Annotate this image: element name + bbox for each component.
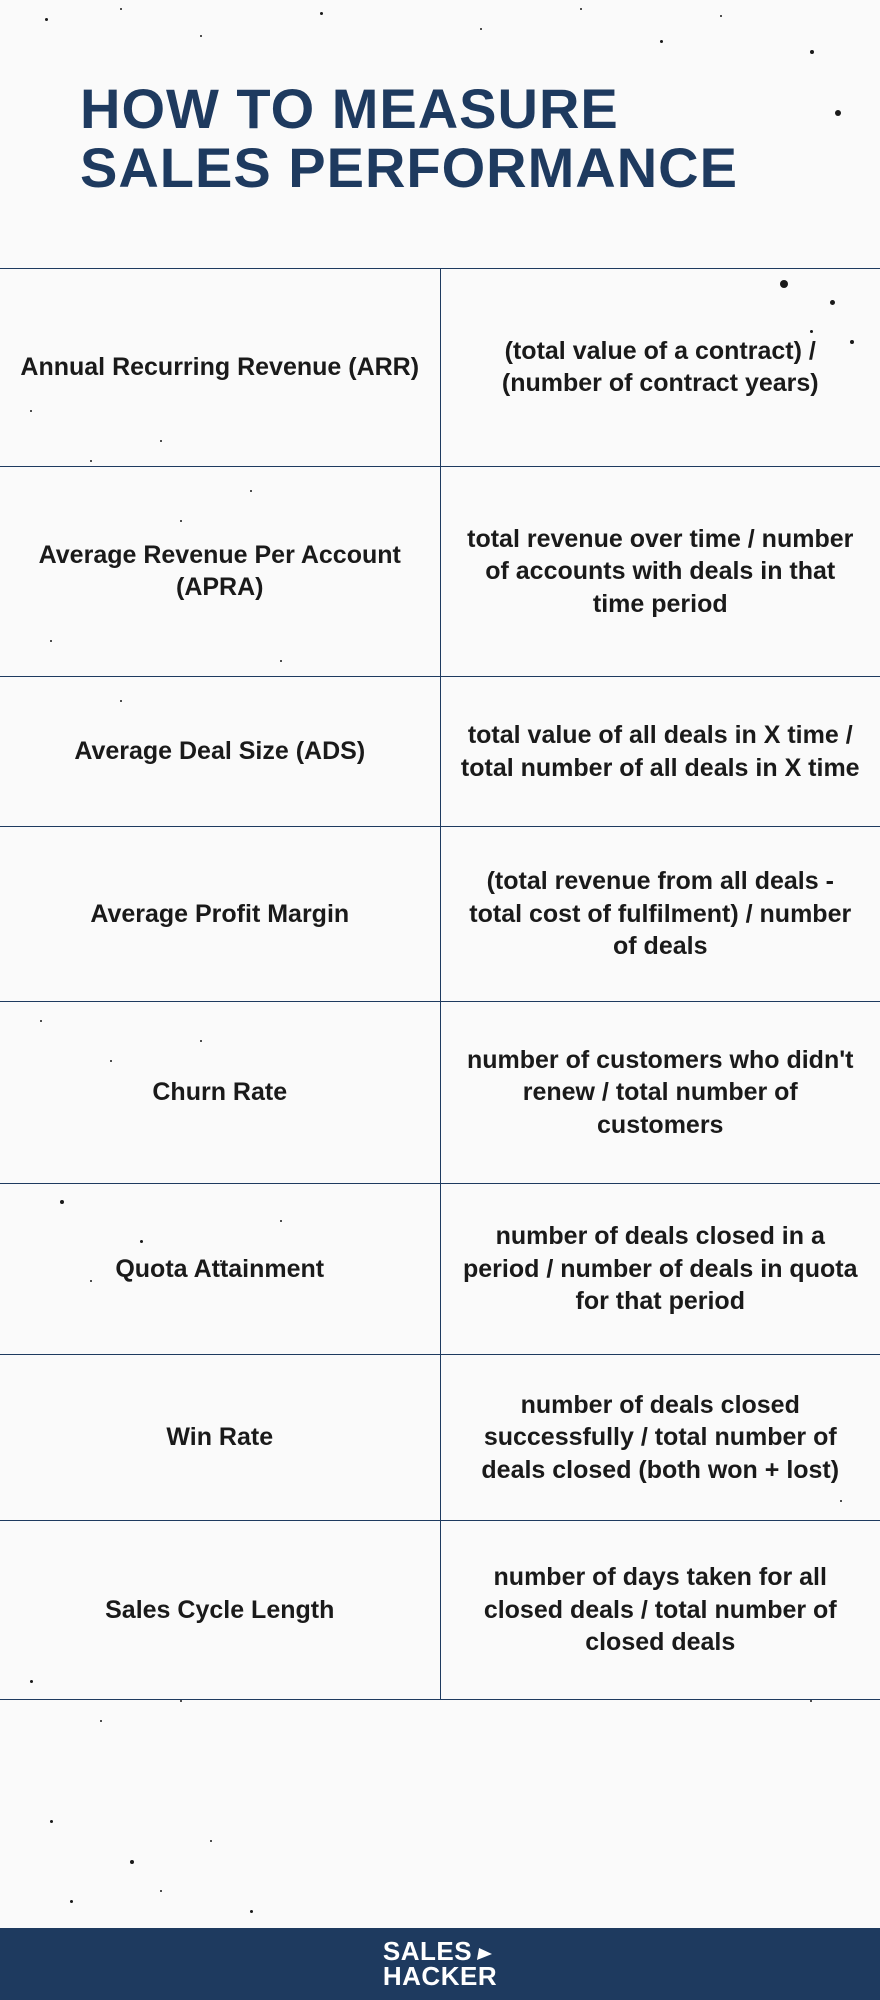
table-row: Quota Attainmentnumber of deals closed i… (0, 1184, 880, 1355)
logo-line2: HACKER (383, 1964, 497, 1989)
table-row: Average Deal Size (ADS)total value of al… (0, 677, 880, 827)
metric-name: Annual Recurring Revenue (ARR) (0, 268, 440, 466)
metric-name: Quota Attainment (0, 1184, 440, 1355)
metric-formula: (total revenue from all deals - total co… (440, 827, 880, 1002)
metric-name: Average Deal Size (ADS) (0, 677, 440, 827)
table-row: Win Ratenumber of deals closed successfu… (0, 1354, 880, 1521)
metric-name: Win Rate (0, 1354, 440, 1521)
metric-formula: (total value of a contract) / (number of… (440, 268, 880, 466)
metric-formula: number of days taken for all closed deal… (440, 1521, 880, 1700)
metrics-tbody: Annual Recurring Revenue (ARR)(total val… (0, 268, 880, 1699)
metric-formula: total revenue over time / number of acco… (440, 466, 880, 677)
arrow-icon (478, 1945, 496, 1959)
table-row: Average Revenue Per Account (APRA)total … (0, 466, 880, 677)
title-line2: SALES PERFORMANCE (80, 136, 738, 199)
footer: SALES HACKER (0, 1928, 880, 2000)
metric-name: Average Revenue Per Account (APRA) (0, 466, 440, 677)
page-title: HOW TO MEASURE SALES PERFORMANCE (80, 80, 800, 198)
metrics-table: Annual Recurring Revenue (ARR)(total val… (0, 268, 880, 1700)
metric-formula: number of customers who didn't renew / t… (440, 1001, 880, 1184)
metric-name: Average Profit Margin (0, 827, 440, 1002)
metric-formula: total value of all deals in X time / tot… (440, 677, 880, 827)
table-row: Average Profit Margin(total revenue from… (0, 827, 880, 1002)
logo: SALES HACKER (383, 1939, 497, 1988)
title-line1: HOW TO MEASURE (80, 77, 619, 140)
table-row: Churn Ratenumber of customers who didn't… (0, 1001, 880, 1184)
header: HOW TO MEASURE SALES PERFORMANCE (0, 0, 880, 268)
table-row: Annual Recurring Revenue (ARR)(total val… (0, 268, 880, 466)
metric-name: Churn Rate (0, 1001, 440, 1184)
metric-name: Sales Cycle Length (0, 1521, 440, 1700)
metric-formula: number of deals closed in a period / num… (440, 1184, 880, 1355)
table-row: Sales Cycle Lengthnumber of days taken f… (0, 1521, 880, 1700)
metric-formula: number of deals closed successfully / to… (440, 1354, 880, 1521)
